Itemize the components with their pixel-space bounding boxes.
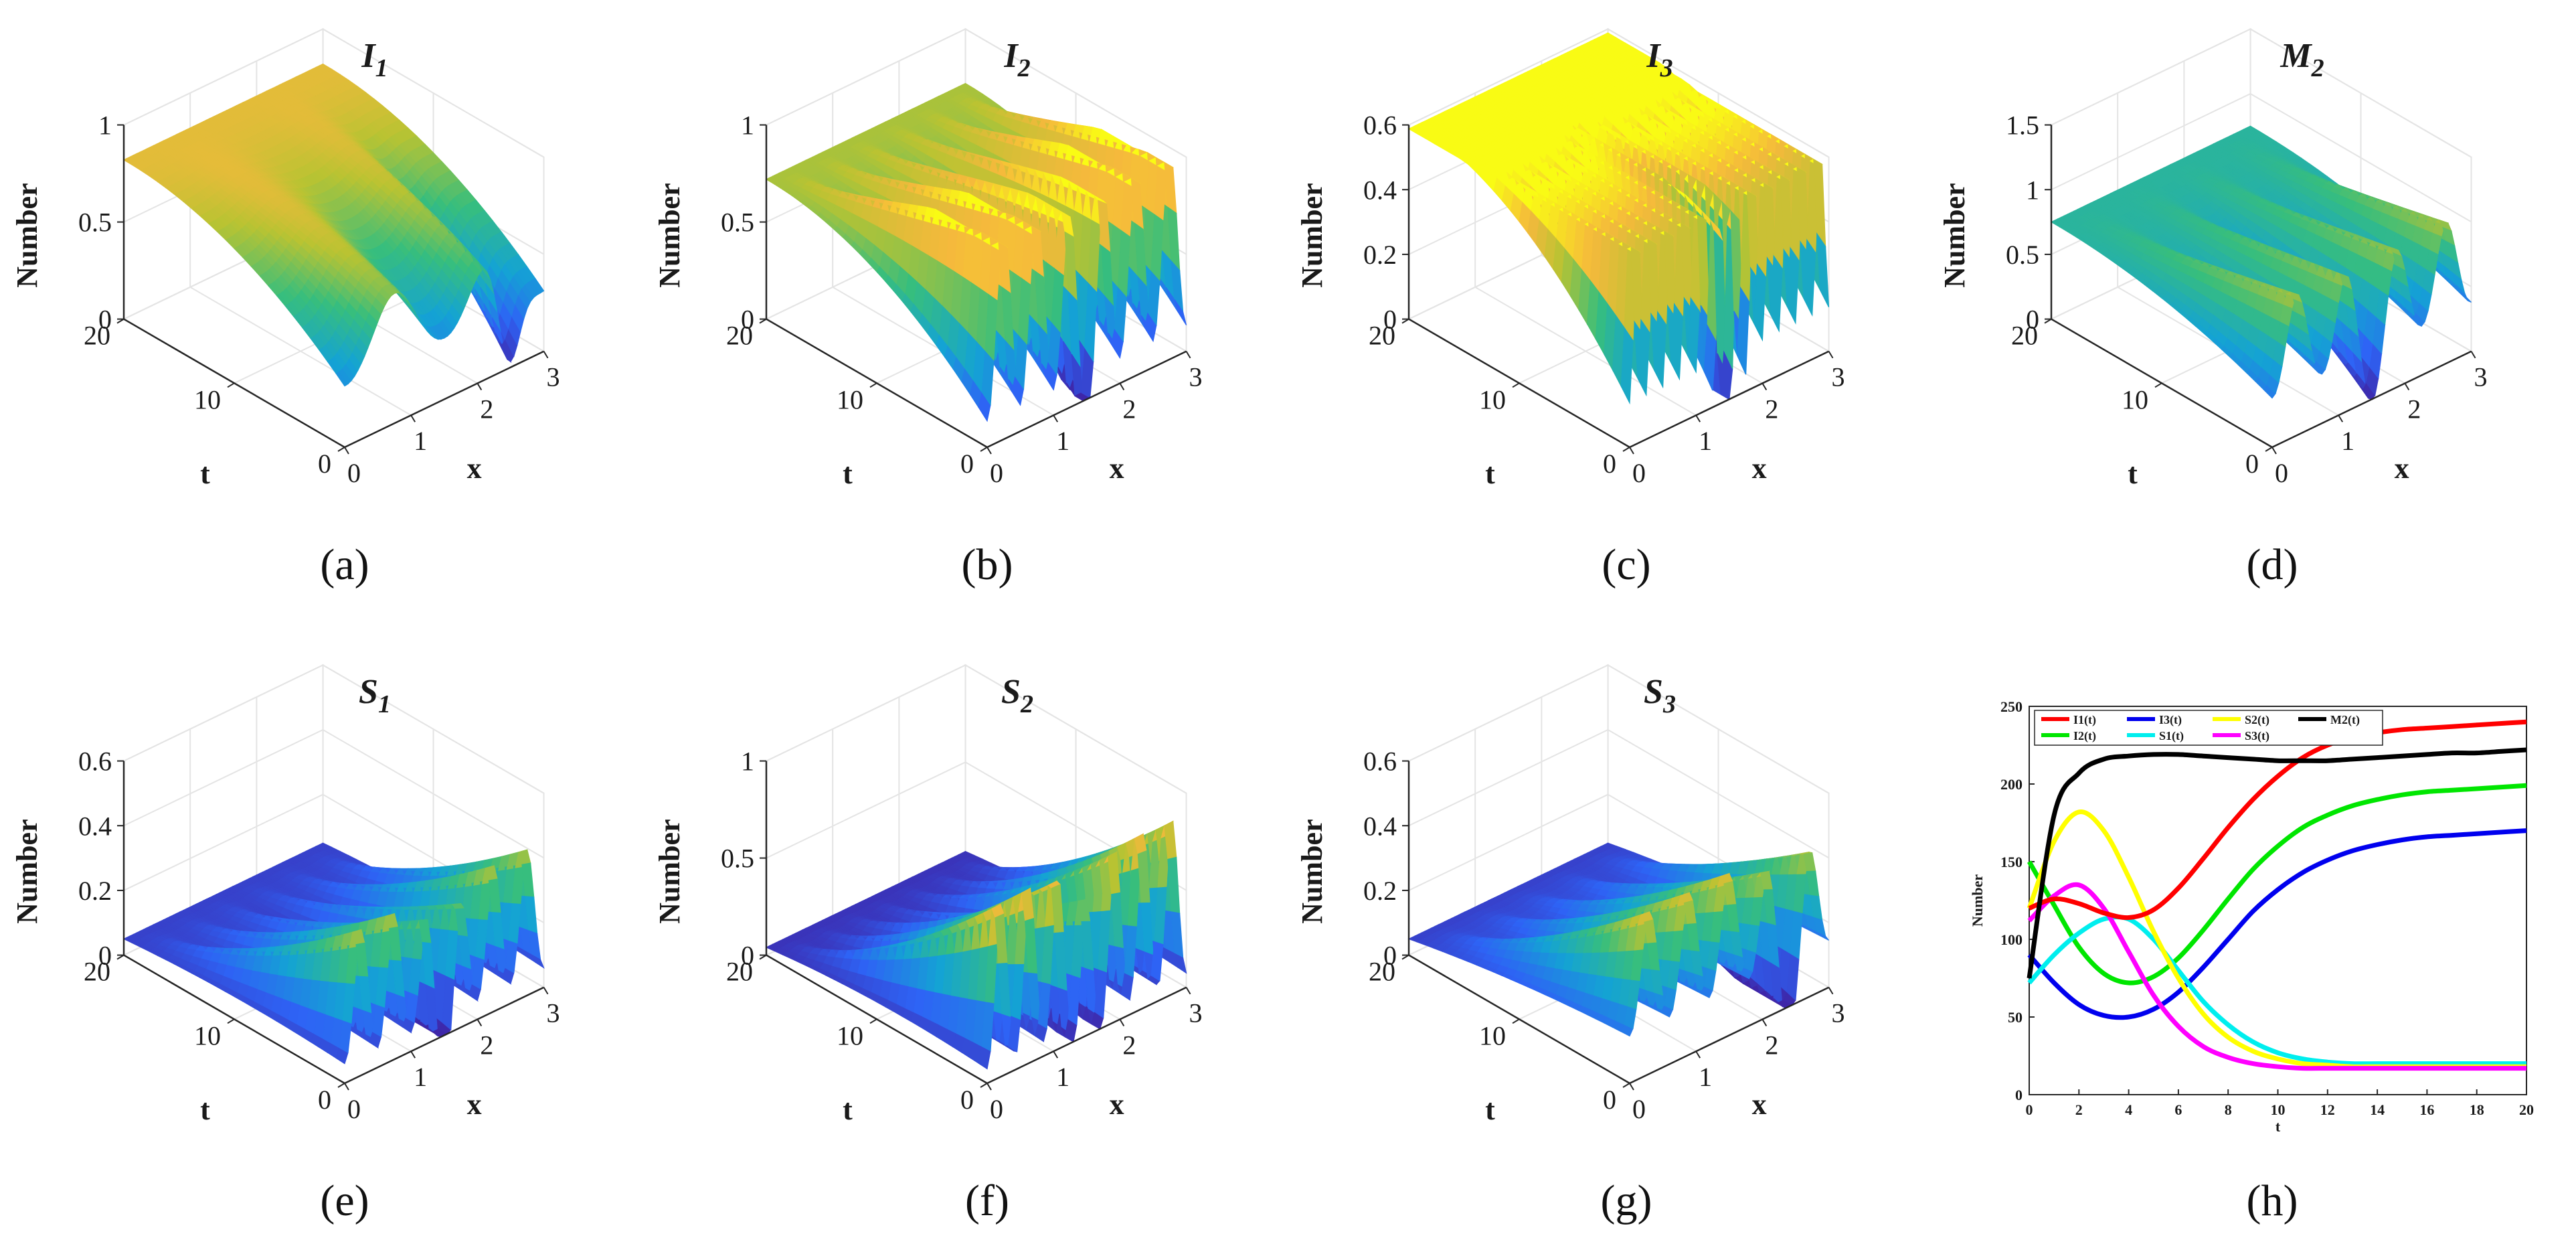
t-tick — [869, 382, 877, 388]
x-tick — [477, 382, 483, 391]
x-tick — [1053, 414, 1059, 422]
z-tick-label: 0.2 — [1363, 240, 1397, 270]
x-tick — [543, 351, 549, 359]
x-tick — [344, 447, 349, 455]
t-tick-label: 10 — [194, 384, 221, 414]
x-tick — [1629, 447, 1634, 455]
title-subscript: 2 — [1017, 54, 1031, 82]
surface-patch — [1816, 232, 1830, 307]
title-subscript: 1 — [375, 54, 388, 82]
t-tick-label: 10 — [1479, 384, 1506, 414]
x-tick — [1828, 351, 1834, 359]
x-axis-label: x — [1110, 452, 1124, 485]
x-tick-label: 3 — [1189, 362, 1203, 392]
z-tick-label: 0.6 — [1363, 110, 1397, 141]
z-axis-label: Number — [1296, 183, 1328, 287]
t-tick-label: 0 — [318, 449, 331, 479]
surface-mesh — [1407, 32, 1830, 405]
title-base: I — [1646, 37, 1661, 75]
x-tick — [986, 447, 992, 455]
z-axis-label: Number — [653, 183, 686, 287]
x-tick-label: 1 — [1699, 426, 1712, 456]
x-tick-label: 1 — [414, 426, 427, 456]
z-tick-label: 0 — [1383, 305, 1397, 335]
z-tick-label: 0 — [98, 305, 112, 335]
panel-title: I1 — [361, 37, 388, 82]
z-tick-label: 1 — [741, 110, 754, 141]
x-tick-label: 3 — [1832, 362, 1845, 392]
z-tick-label: 0.4 — [1363, 175, 1397, 205]
x-tick-label: 0 — [347, 458, 361, 488]
t-axis-label: t — [200, 457, 210, 490]
x-tick-label: 2 — [1765, 394, 1778, 424]
z-tick-label: 1 — [98, 110, 112, 141]
x-tick-label: 2 — [1122, 394, 1136, 424]
t-tick — [1512, 382, 1520, 388]
x-axis-label: x — [1752, 452, 1767, 485]
t-tick — [1622, 447, 1630, 452]
surface-mesh — [765, 82, 1187, 422]
surface-mesh — [122, 63, 545, 387]
t-tick — [980, 447, 988, 452]
t-axis-label: t — [843, 457, 853, 490]
x-tick — [1119, 382, 1125, 391]
t-tick-label: 0 — [960, 449, 974, 479]
x-axis-line — [344, 350, 545, 449]
title-base: I — [361, 37, 376, 75]
x-tick — [1185, 351, 1191, 359]
t-tick — [337, 447, 345, 452]
x-tick — [410, 414, 416, 422]
z-axis-label: Number — [11, 183, 44, 287]
t-tick — [227, 382, 235, 388]
z-tick-label: 0.5 — [78, 208, 112, 238]
x-tick-label: 3 — [547, 362, 560, 392]
surface-mesh — [2050, 125, 2472, 400]
x-tick — [1762, 382, 1768, 391]
panel-title: I2 — [1003, 37, 1030, 82]
x-tick-label: 0 — [990, 458, 1003, 488]
x-tick-label: 1 — [1056, 426, 1069, 456]
t-tick-label: 10 — [837, 384, 863, 414]
x-tick-label: 0 — [1632, 458, 1646, 488]
title-base: I — [1003, 37, 1019, 75]
title-subscript: 3 — [1660, 54, 1673, 82]
z-tick-label: 0 — [741, 305, 754, 335]
z-tick-label: 0.5 — [721, 208, 754, 238]
t-tick-label: 0 — [1603, 449, 1616, 479]
x-axis-label: x — [467, 452, 482, 485]
t-axis-label: t — [1485, 457, 1495, 490]
x-tick-label: 2 — [480, 394, 493, 424]
x-tick — [1695, 414, 1701, 422]
